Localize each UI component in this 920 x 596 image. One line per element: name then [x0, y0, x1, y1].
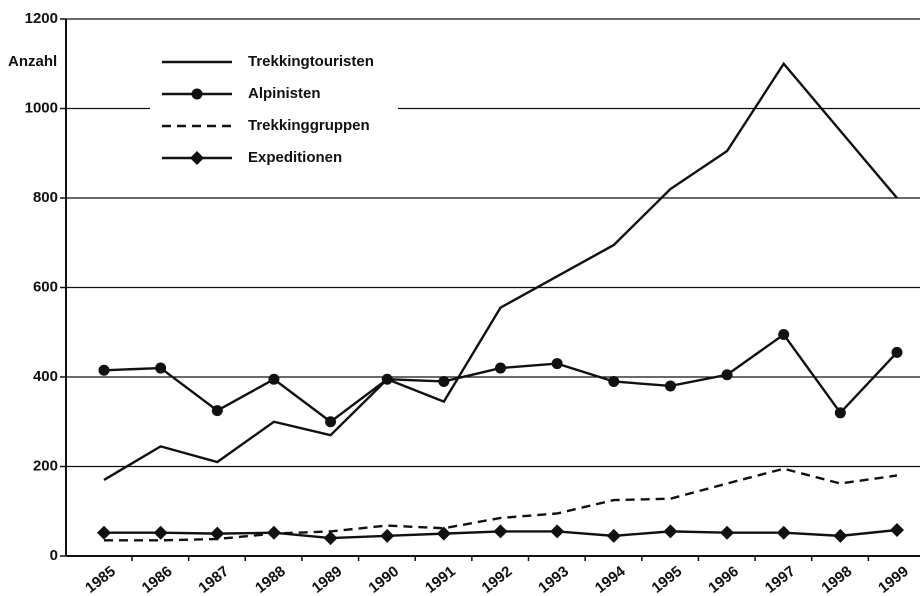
x-tick-label: 1987	[195, 563, 232, 596]
y-axis-label: Anzahl	[8, 53, 57, 70]
point	[381, 373, 393, 385]
point	[436, 526, 451, 541]
x-tick-label: 1989	[309, 563, 346, 596]
point	[833, 528, 848, 543]
y-tick-label: 1000	[25, 99, 58, 116]
point	[323, 531, 338, 546]
x-tick-label: 1994	[592, 562, 629, 596]
y-tick-label: 800	[33, 189, 58, 206]
x-tick-label: 1997	[762, 563, 799, 596]
x-tick-label: 1995	[649, 563, 686, 596]
x-tick-label: 1986	[139, 563, 176, 596]
y-tick-label: 0	[50, 547, 58, 564]
point	[266, 525, 281, 540]
x-tick-label: 1985	[82, 563, 119, 596]
point	[211, 405, 223, 417]
legend-label: Alpinisten	[248, 85, 321, 102]
point	[551, 358, 563, 370]
point	[98, 364, 110, 376]
point	[210, 526, 225, 541]
point	[550, 524, 565, 539]
point	[495, 362, 506, 374]
y-tick-label: 1200	[25, 10, 58, 27]
x-tick-label: 1999	[875, 563, 912, 596]
point	[438, 375, 450, 387]
point	[776, 525, 791, 540]
point	[155, 362, 167, 374]
legend-label: Trekkinggruppen	[248, 117, 370, 134]
x-tick-label: 1988	[252, 563, 289, 596]
point	[268, 373, 280, 385]
point	[834, 407, 846, 419]
point	[325, 416, 337, 428]
point	[663, 524, 678, 539]
x-tick-label: 1991	[422, 563, 459, 596]
series-line	[103, 332, 898, 424]
point	[493, 524, 508, 539]
point	[606, 528, 621, 543]
point	[664, 380, 676, 392]
x-tick-label: 1992	[479, 563, 516, 596]
point	[97, 525, 111, 540]
y-tick-label: 200	[33, 457, 58, 474]
y-tick-label: 400	[33, 368, 58, 385]
point	[721, 369, 733, 381]
point	[153, 525, 168, 540]
point	[191, 88, 203, 100]
point	[778, 328, 790, 340]
y-tick-label: 600	[33, 278, 58, 295]
legend-label: Trekkingtouristen	[248, 53, 374, 70]
series-line	[104, 467, 898, 542]
point	[380, 528, 395, 543]
point	[890, 523, 904, 538]
point	[608, 375, 620, 387]
legend-label: Expeditionen	[248, 149, 342, 166]
x-tick-label: 1998	[818, 563, 855, 596]
x-tick-label: 1993	[535, 563, 572, 596]
point	[190, 151, 204, 165]
point	[891, 346, 903, 358]
legend-box	[150, 42, 398, 174]
x-tick-label: 1996	[705, 563, 742, 596]
series-line	[103, 61, 898, 481]
point	[720, 525, 735, 540]
x-tick-label: 1990	[365, 563, 402, 596]
